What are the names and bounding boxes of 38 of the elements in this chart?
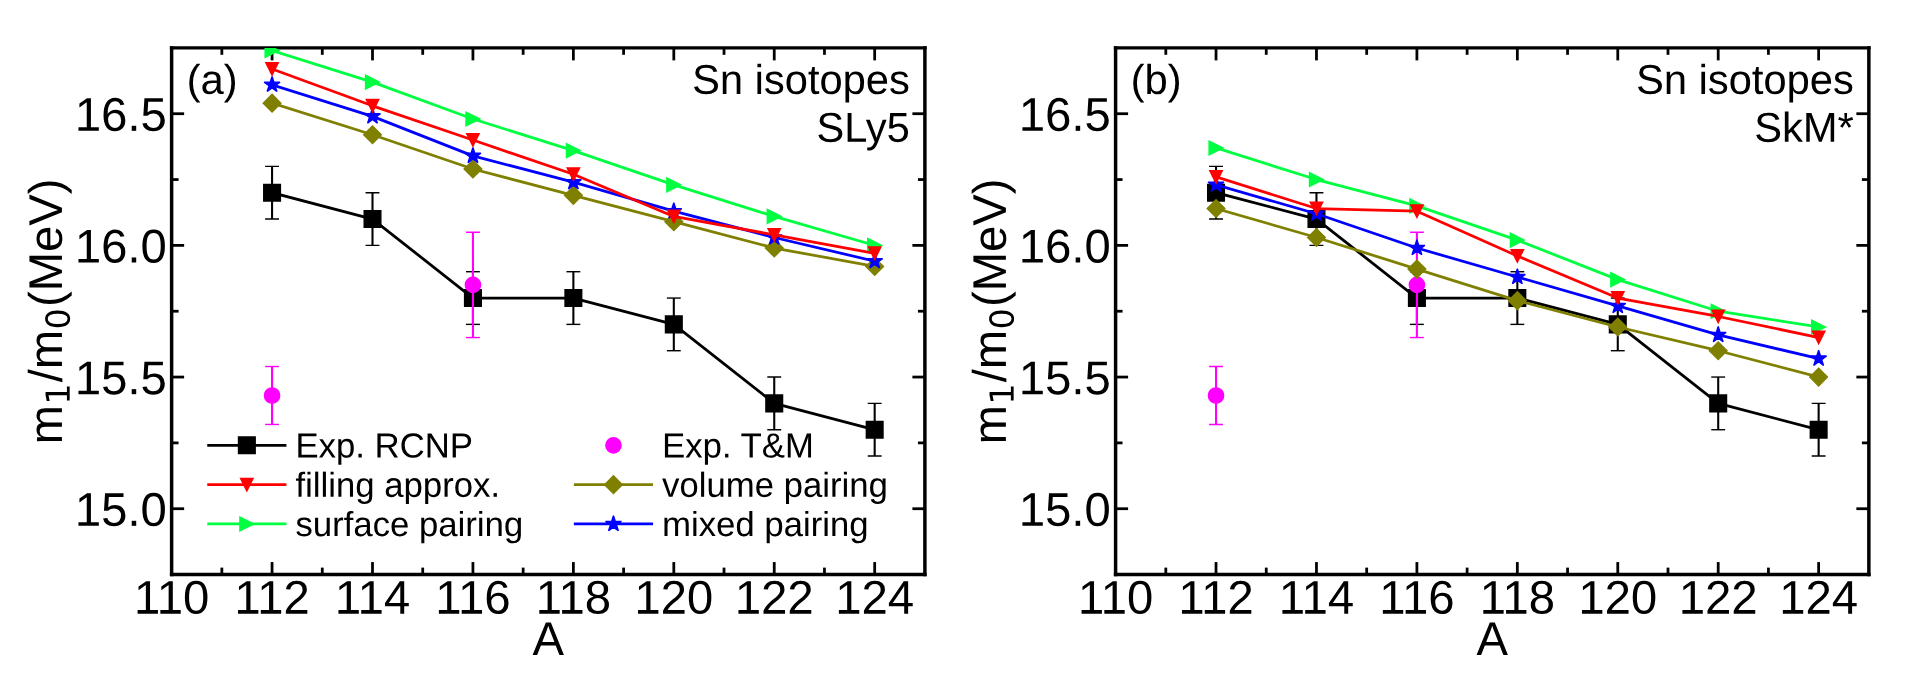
y-tick-label: 15.5 — [78, 361, 165, 395]
legend-label: Exp. RCNP — [298, 433, 472, 465]
x-tick-label: 118 — [1483, 580, 1553, 615]
x-tick-label: 124 — [838, 580, 913, 614]
y-tick-label: 15.0 — [1022, 492, 1109, 527]
x-tick-label: 122 — [738, 580, 812, 614]
x-tick-label: 112 — [1181, 580, 1252, 614]
annotation: Sn isotopes SLy5 — [694, 63, 909, 151]
x-tick-label: 122 — [1682, 580, 1756, 614]
x-tick-label: 112 — [238, 580, 308, 614]
x-axis-title: A — [532, 622, 564, 655]
y-tick-label: 16.5 — [1022, 97, 1109, 132]
x-tick-label: 114 — [338, 581, 409, 614]
y-axis-title: m$_{1}$/m$_{0}$(MeV) — [971, 181, 1016, 442]
y-tick-label: 16.0 — [78, 229, 165, 263]
legend-label: mixed pairing — [664, 510, 867, 544]
x-tick-label: 118 — [539, 580, 609, 615]
x-axis-title: A — [1476, 622, 1508, 655]
y-axis-title: m$_{1}$/m$_{0}$(MeV) — [27, 181, 72, 442]
annotation: Sn isotopes SkM* — [1637, 63, 1854, 143]
y-tick-label: 16.5 — [78, 97, 165, 132]
x-tick-label: 120 — [638, 580, 712, 615]
legend-label: surface pairing — [296, 510, 521, 544]
x-tick-label: 116 — [1382, 580, 1453, 615]
y-tick-label: 15.0 — [78, 492, 165, 527]
x-tick-label: 110 — [137, 580, 208, 615]
x-tick-label: 110 — [1081, 580, 1152, 615]
legend-label: volume pairing — [662, 471, 886, 504]
legend-label: filling approx. — [295, 471, 497, 504]
x-tick-label: 116 — [438, 580, 509, 615]
y-tick-label: 16.0 — [1022, 229, 1109, 263]
annotation: (a) — [189, 63, 236, 103]
y-tick-label: 15.5 — [1022, 361, 1109, 395]
legend-label: Exp. T&M — [664, 433, 812, 465]
x-tick-label: 120 — [1581, 580, 1656, 615]
x-tick-label: 114 — [1282, 581, 1353, 614]
annotation: (b) — [1133, 63, 1179, 103]
x-tick-label: 124 — [1782, 580, 1857, 614]
